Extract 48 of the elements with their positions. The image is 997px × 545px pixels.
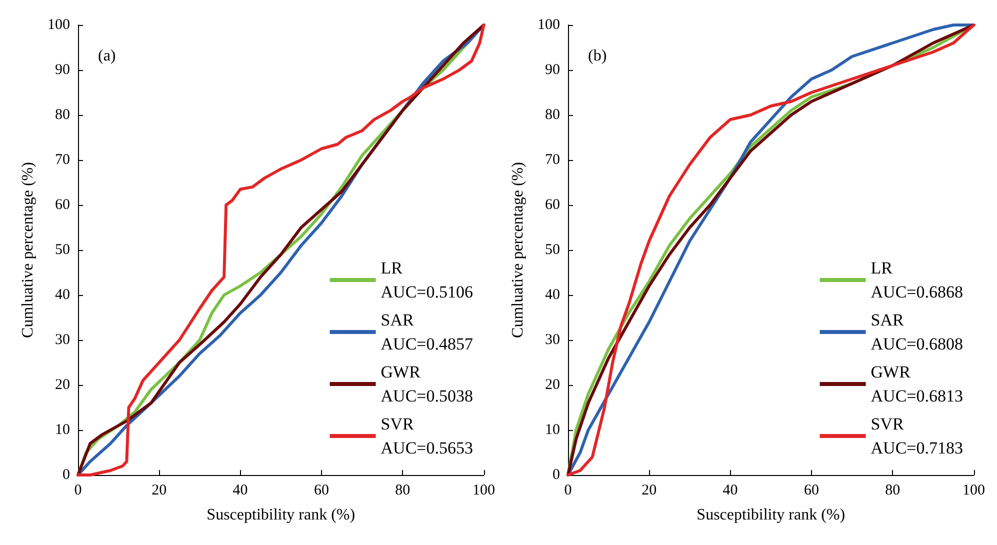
- legend-label: SAR AUC=0.6808: [870, 310, 964, 354]
- y-tick-label: 100: [538, 17, 560, 33]
- x-tick-label: 80: [885, 482, 900, 498]
- x-tick-label: 80: [395, 482, 410, 498]
- x-tick-label: 60: [314, 482, 329, 498]
- y-tick-label: 20: [545, 377, 560, 393]
- y-tick-label: 80: [55, 107, 70, 123]
- legend-label: SAR AUC=0.4857: [380, 310, 474, 354]
- legend-label: LR AUC=0.5106: [380, 258, 474, 302]
- y-tick-label: 50: [55, 242, 70, 258]
- y-tick-label: 10: [545, 422, 560, 438]
- y-tick-label: 30: [55, 332, 70, 348]
- annotation: (a): [98, 48, 116, 64]
- y-tick-label: 70: [545, 152, 560, 168]
- legend-label: SVR AUC=0.5653: [380, 414, 474, 458]
- y-tick-label: 60: [545, 197, 560, 213]
- x-tick-label: 0: [74, 482, 82, 498]
- annotation: (b): [588, 48, 607, 64]
- y-tick-label: 40: [545, 287, 560, 303]
- y-tick-label: 90: [55, 62, 70, 78]
- x-tick-label: 20: [642, 482, 657, 498]
- legend-label: GWR AUC=0.5038: [380, 362, 474, 406]
- y-tick-label: 40: [55, 287, 70, 303]
- y-tick-label: 0: [62, 467, 70, 483]
- legend-label: SVR AUC=0.7183: [870, 414, 964, 458]
- y-tick-label: 100: [48, 17, 70, 33]
- y-tick-label: 80: [545, 107, 560, 123]
- y-tick-label: 10: [55, 422, 70, 438]
- x-tick-label: 40: [232, 482, 248, 498]
- y-tick-label: 30: [545, 332, 560, 348]
- legend-label: GWR AUC=0.6813: [870, 362, 964, 406]
- y-tick-label: 70: [55, 152, 70, 168]
- x-axis-title: Susceptibility rank (%): [206, 506, 356, 524]
- x-tick-label: 0: [564, 482, 572, 498]
- x-tick-label: 40: [722, 482, 738, 498]
- x-tick-label: 20: [152, 482, 167, 498]
- y-axis-title: Cumluative percentage (%): [510, 162, 526, 338]
- y-tick-label: 0: [552, 467, 560, 483]
- y-tick-label: 60: [55, 197, 70, 213]
- x-tick-label: 100: [962, 482, 985, 498]
- x-axis-title: Susceptibility rank (%): [696, 506, 846, 524]
- y-tick-label: 20: [55, 377, 70, 393]
- x-tick-label: 60: [804, 482, 819, 498]
- y-axis-title: Cumluative percentage (%): [20, 162, 36, 338]
- legend-label: LR AUC=0.6868: [870, 258, 964, 302]
- y-tick-label: 90: [545, 62, 560, 78]
- x-tick-label: 100: [472, 482, 495, 498]
- y-tick-label: 50: [545, 242, 560, 258]
